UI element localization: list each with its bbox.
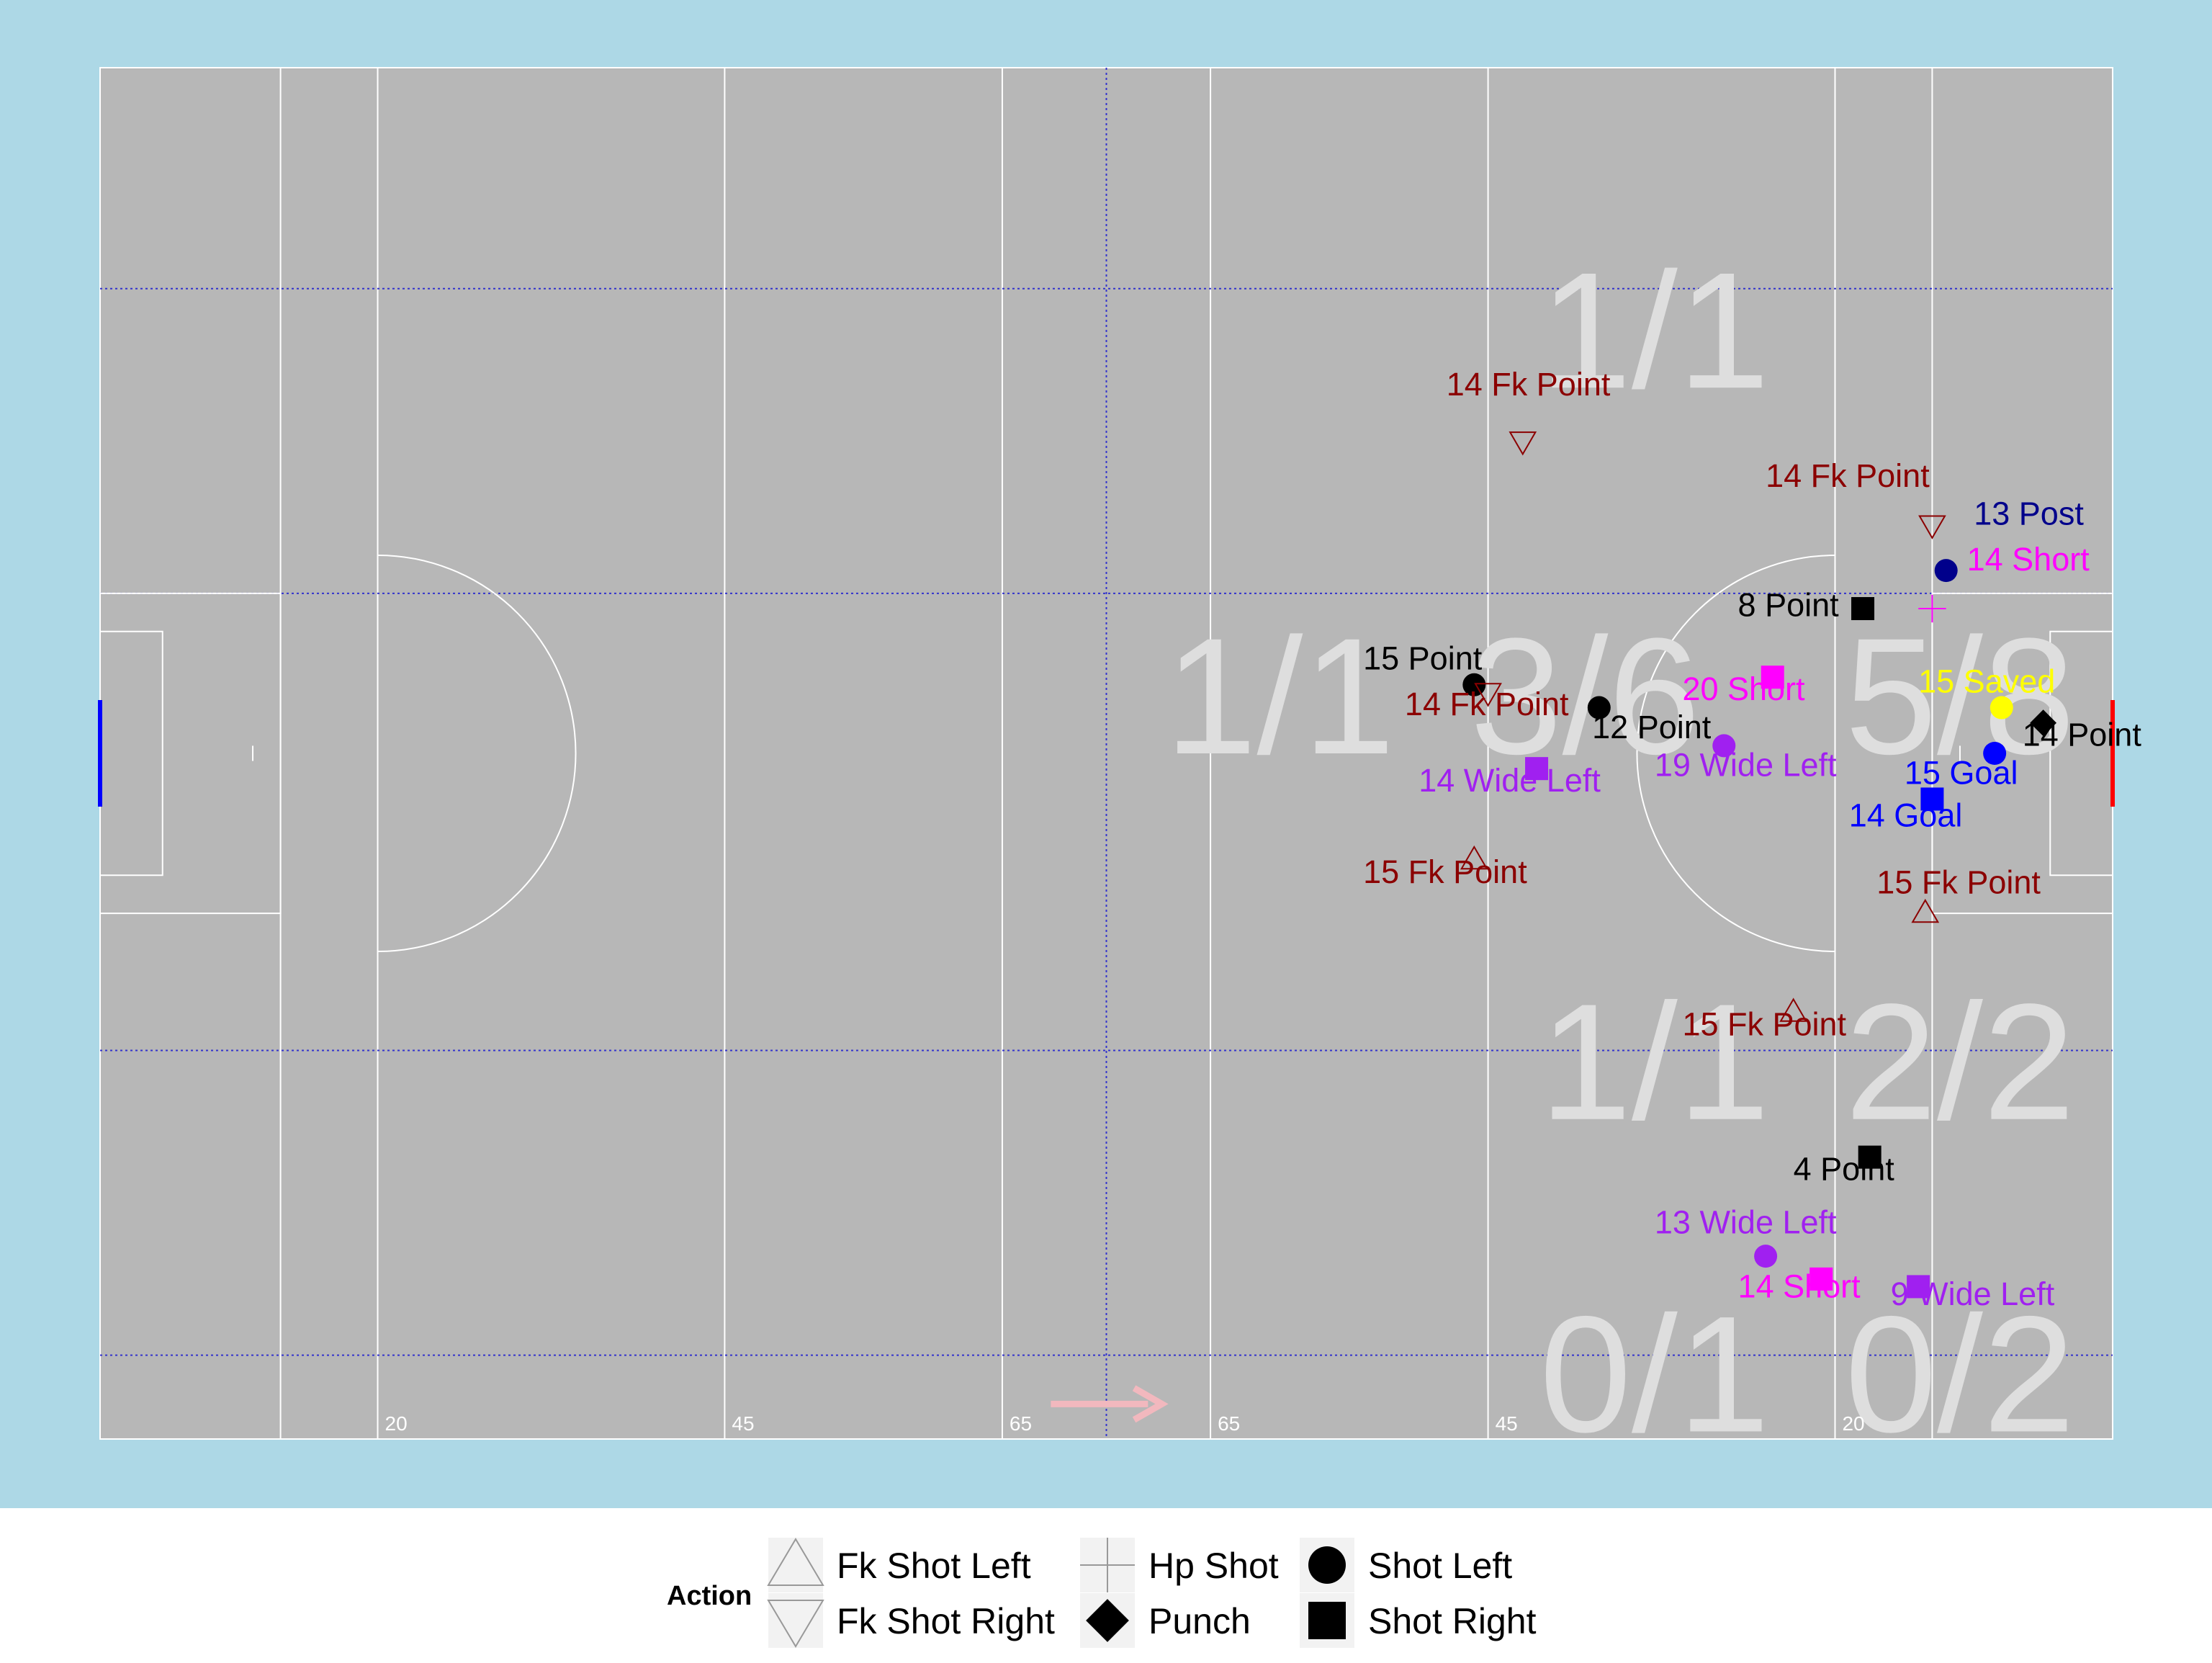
shot-point-14	[1920, 787, 1944, 811]
shot-point-11	[1712, 734, 1736, 758]
distance-label-4: 45	[1496, 1412, 1518, 1435]
shot-label-0: 14 Fk Point	[1447, 366, 1611, 403]
shot-label-1: 14 Fk Point	[1766, 457, 1930, 494]
shot-label-15: 15 Fk Point	[1363, 853, 1527, 890]
shot-label-2: 13 Post	[1974, 496, 2084, 532]
shot-point-0	[1509, 431, 1537, 456]
distance-label-0: 20	[385, 1412, 408, 1435]
shot-point-9	[1990, 696, 2013, 720]
legend-label-1: Fk Shot Right	[837, 1601, 1055, 1641]
legend-key-bg-1	[768, 1593, 823, 1648]
legend-key-bg-0	[768, 1538, 823, 1592]
shot-label-14: 14 Goal	[1849, 797, 1963, 834]
shot-marks	[1460, 431, 2057, 1299]
shot-point-8	[1587, 696, 1611, 720]
shot-label-3: 14 Short	[1967, 541, 2090, 578]
legend-label-4: Shot Left	[1368, 1546, 1512, 1586]
shot-point-2	[1934, 559, 1958, 583]
shot-label-5: 20 Short	[1682, 671, 1805, 707]
shot-point-12	[1525, 757, 1549, 781]
legend-label-3: Punch	[1148, 1601, 1251, 1641]
shot-point-18	[1858, 1145, 1881, 1169]
shot-label-21: 9 Wide Left	[1891, 1276, 2055, 1312]
shot-label-19: 13 Wide Left	[1655, 1203, 1837, 1240]
zone-label-1: 1/1	[1165, 604, 1395, 789]
shot-point-10	[2030, 709, 2057, 737]
zone-labels: 1/1 1/1 3/6 5/8 1/1 2/2 0/1 0/2	[1165, 238, 2075, 1466]
legend-key-1	[767, 1600, 824, 1648]
zone-label-5: 2/2	[1845, 969, 2075, 1155]
legend-key-2	[1080, 1538, 1135, 1592]
shot-point-5	[1761, 665, 1784, 689]
distance-label-1: 45	[732, 1412, 754, 1435]
shot-point-3	[1918, 594, 1946, 623]
shot-label-17: 15 Fk Point	[1682, 1005, 1846, 1042]
shot-label-18: 4 Point	[1794, 1150, 1895, 1187]
zone-label-0: 1/1	[1539, 238, 1770, 423]
shot-point-21	[1907, 1275, 1930, 1299]
shot-label-8: 12 Point	[1592, 709, 1712, 745]
shot-point-19	[1754, 1245, 1778, 1268]
shot-label-4: 8 Point	[1738, 587, 1840, 624]
shot-point-7	[1474, 683, 1502, 707]
shot-label-12: 14 Wide Left	[1419, 762, 1601, 799]
shot-label-11: 19 Wide Left	[1655, 747, 1837, 784]
distance-label-2: 65	[1010, 1412, 1032, 1435]
shot-point-20	[1809, 1267, 1833, 1291]
legend-title: Action	[667, 1581, 752, 1611]
right-arc	[1636, 554, 1835, 953]
shot-label-6: 15 Point	[1363, 640, 1483, 677]
shot-label-7: 14 Fk Point	[1405, 686, 1569, 722]
zone-label-7: 0/2	[1845, 1281, 2075, 1466]
distance-label-3: 65	[1218, 1412, 1240, 1435]
left-arc	[377, 554, 577, 953]
shot-label-20: 14 Short	[1738, 1268, 1861, 1304]
shot-point-13	[1983, 742, 2007, 765]
legend-label-2: Hp Shot	[1148, 1546, 1279, 1586]
pitch	[98, 67, 2115, 1440]
legend-label-5: Shot Right	[1368, 1601, 1537, 1641]
zone-label-6: 0/1	[1539, 1281, 1770, 1466]
shot-label-10: 14 Point	[2023, 716, 2142, 753]
distance-labels: 20 45 65 65 45 20	[385, 1412, 1865, 1435]
zone-label-4: 1/1	[1539, 969, 1770, 1155]
legend-key-5	[1308, 1602, 1346, 1639]
attack-direction-arrowhead	[1132, 1385, 1169, 1423]
zone-label-2: 3/6	[1470, 604, 1701, 789]
legend-key-3	[1086, 1599, 1129, 1642]
shot-label-16: 15 Fk Point	[1876, 864, 2041, 901]
legend-label-0: Fk Shot Left	[837, 1546, 1031, 1586]
shot-label-9: 15 Saved	[1918, 663, 2055, 699]
legend: Action Fk Shot Left Fk Shot Right Hp Shot Pu…	[667, 1538, 1537, 1648]
legend-key-0	[767, 1538, 824, 1586]
distance-label-5: 20	[1842, 1412, 1864, 1435]
shot-labels: 14 Fk Point 14 Fk Point 13 Post 14 Short 8 P…	[1363, 366, 2141, 1312]
zone-label-3: 5/8	[1845, 604, 2075, 789]
legend-key-4	[1308, 1546, 1346, 1584]
shot-point-15	[1460, 845, 1488, 870]
shot-point-1	[1918, 515, 1946, 539]
shot-point-16	[1911, 898, 1940, 923]
shot-label-13: 15 Goal	[1905, 754, 2018, 791]
shot-point-4	[1851, 597, 1875, 621]
shot-point-17	[1779, 998, 1807, 1022]
